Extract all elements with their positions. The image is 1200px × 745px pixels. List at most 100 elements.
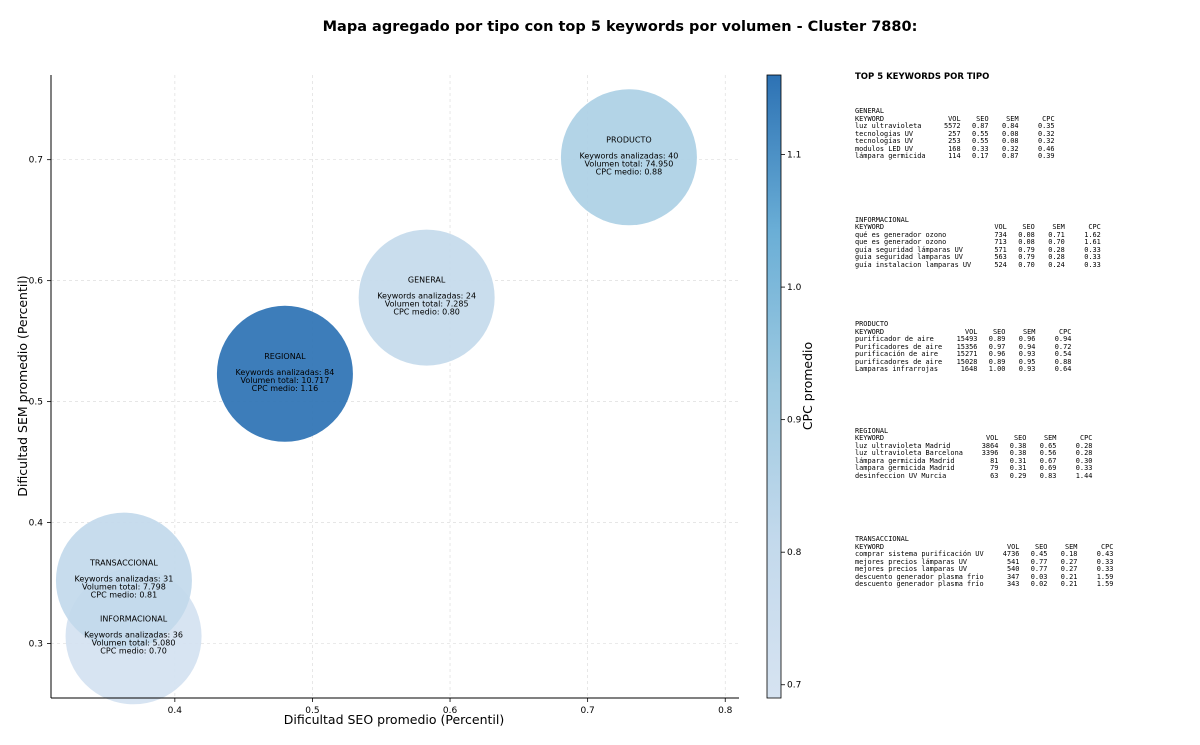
keyword-cell: KEYWORD [855, 327, 885, 336]
keyword-cell: purificadores de aire [855, 357, 943, 366]
vol-cell: 347 [1006, 572, 1020, 581]
bubble-keywords-label: Keywords analizadas: 31 [74, 575, 173, 584]
group-name: PRODUCTO [855, 320, 889, 328]
sem-cell: 0.56 [1039, 449, 1057, 457]
keyword-row: guia seguridad lamparas UV 563 0.79 0.28 0.3… [855, 253, 1195, 262]
sem-cell: 0.83 [1039, 471, 1057, 480]
keyword-cell: KEYWORD [855, 114, 885, 123]
vol-cell: 713 [994, 238, 1007, 246]
seo-cell: 0.87 [971, 122, 989, 130]
vol-cell: 571 [994, 245, 1007, 254]
keyword-cell: que es generador ozono [855, 238, 947, 246]
keyword-row: desinfeccion UV Murcia 63 0.29 0.83 1.44 [855, 471, 1195, 481]
vol-cell: 4736 [1002, 550, 1020, 558]
vol-cell: 15028 [956, 357, 978, 366]
seo-cell: 1.00 [988, 365, 1006, 373]
vol-cell: 1648 [960, 365, 978, 373]
grid-lines [51, 75, 739, 698]
cpc-cell: 0.46 [1037, 144, 1055, 153]
bubble-type-label: TRANSACCIONAL [89, 559, 158, 568]
sem-cell: 0.93 [1018, 365, 1036, 373]
bubble-keywords-label: Keywords analizadas: 24 [377, 292, 476, 301]
vol-cell: 5572 [943, 122, 961, 130]
vol-cell: 563 [994, 253, 1007, 261]
keyword-row: mejores precios lamparas UV 540 0.77 0.27 0.… [855, 565, 1195, 574]
bubble-volume-label: Volumen total: 7.285 [385, 300, 469, 309]
panel-title: TOP 5 KEYWORDS POR TIPO [855, 72, 990, 82]
group-header-row: KEYWORD VOL SEO SEM CPC [855, 114, 1195, 124]
sem-cell: 0.94 [1018, 342, 1036, 351]
keyword-cell: luz ultravioleta Madrid [855, 441, 951, 450]
vol-cell: 3396 [981, 449, 999, 457]
seo-cell: SEO [1013, 434, 1027, 442]
x-axis-label: Dificultad SEO promedio (Percentil) [284, 712, 504, 727]
vol-cell: VOL [948, 114, 961, 123]
keyword-row: luz ultravioleta 5572 0.87 0.84 0.35 [855, 122, 1195, 131]
cpc-cell: 0.32 [1037, 137, 1055, 145]
cpc-cell: 1.44 [1075, 471, 1093, 480]
seo-cell: 0.38 [1009, 441, 1027, 450]
sem-cell: SEM [1006, 114, 1019, 123]
sem-cell: 0.67 [1039, 456, 1057, 465]
group-header-row: KEYWORD VOL SEO SEM CPC [855, 327, 1195, 337]
bubble-cpc-label: CPC medio: 0.88 [596, 167, 663, 176]
bubble-type-label: PRODUCTO [606, 135, 651, 144]
keyword-row: modulos LED UV 168 0.33 0.32 0.46 [855, 144, 1195, 154]
cpc-cell: CPC [1058, 327, 1072, 336]
colorbar-tick-label: 0.7 [787, 681, 801, 691]
keyword-cell: descuento generador plasma frio [855, 572, 984, 581]
bubble-transaccional [55, 512, 192, 649]
vol-cell: 734 [994, 230, 1007, 239]
colorbar-tick-label: 1.0 [787, 283, 802, 293]
bubble-cpc-label: CPC medio: 1.16 [252, 384, 319, 393]
seo-cell: 0.79 [1018, 253, 1035, 261]
cpc-cell: 0.54 [1054, 350, 1072, 358]
keyword-cell: guía instalacion lamparas UV [855, 260, 972, 269]
vol-cell: VOL [964, 327, 978, 336]
colorbar-tick-label: 0.9 [787, 416, 802, 426]
keyword-cell: modulos LED UV [855, 144, 914, 153]
keyword-group-general: GENERAL KEYWORD VOL SEO SEM CPC luz ultraviole… [855, 107, 1195, 161]
group-header-row: KEYWORD VOL SEO SEM CPC [855, 223, 1195, 232]
keyword-row: tecnologias UV 257 0.55 0.08 0.32 [855, 129, 1195, 139]
bubble-volume-label: Volumen total: 74.950 [584, 159, 673, 168]
seo-cell: 0.08 [1018, 230, 1035, 239]
keyword-group-transaccional: TRANSACCIONAL KEYWORD VOL SEO SEM CPC comprar … [855, 535, 1195, 589]
vol-cell: 343 [1006, 580, 1020, 588]
vol-cell: 257 [948, 129, 961, 138]
seo-cell: 0.02 [1030, 580, 1048, 588]
sem-cell: 0.84 [1001, 122, 1019, 130]
keyword-cell: comprar sistema purificación UV [855, 550, 984, 558]
seo-cell: 0.17 [971, 152, 989, 160]
group-header-row: KEYWORD VOL SEO SEM CPC [855, 434, 1195, 443]
sem-cell: 0.69 [1039, 464, 1057, 472]
sem-cell: 0.70 [1048, 238, 1065, 246]
seo-cell: 0.77 [1030, 565, 1048, 573]
cpc-cell: 1.61 [1084, 238, 1101, 246]
seo-cell: 0.89 [988, 357, 1006, 366]
sem-cell: 0.18 [1060, 550, 1078, 558]
keyword-cell: luz ultravioleta [855, 122, 922, 130]
seo-cell: 0.55 [971, 137, 989, 145]
vol-cell: 15271 [956, 350, 978, 358]
keyword-cell: purificador de aire [855, 335, 934, 343]
cpc-cell: 0.28 [1075, 449, 1093, 457]
keyword-cell: KEYWORD [855, 223, 885, 231]
cpc-cell: CPC [1100, 542, 1114, 551]
y-axis-label: Dificultad SEM promedio (Percentil) [15, 275, 30, 496]
group-name: REGIONAL [855, 426, 889, 435]
seo-cell: SEO [992, 327, 1006, 336]
seo-cell: 0.03 [1030, 572, 1048, 581]
keyword-cell: Lamparas infrarrojas [855, 365, 938, 373]
cpc-cell: 0.94 [1054, 335, 1072, 343]
cpc-cell: CPC [1042, 114, 1055, 123]
cpc-cell: 0.33 [1084, 245, 1101, 254]
keyword-cell: KEYWORD [855, 434, 885, 442]
vol-cell: 63 [990, 471, 999, 480]
group-name: TRANSACCIONAL [855, 535, 909, 543]
bubble-cpc-label: CPC medio: 0.70 [100, 646, 167, 655]
cpc-cell: 0.39 [1037, 152, 1055, 160]
seo-cell: 0.29 [1009, 471, 1027, 480]
